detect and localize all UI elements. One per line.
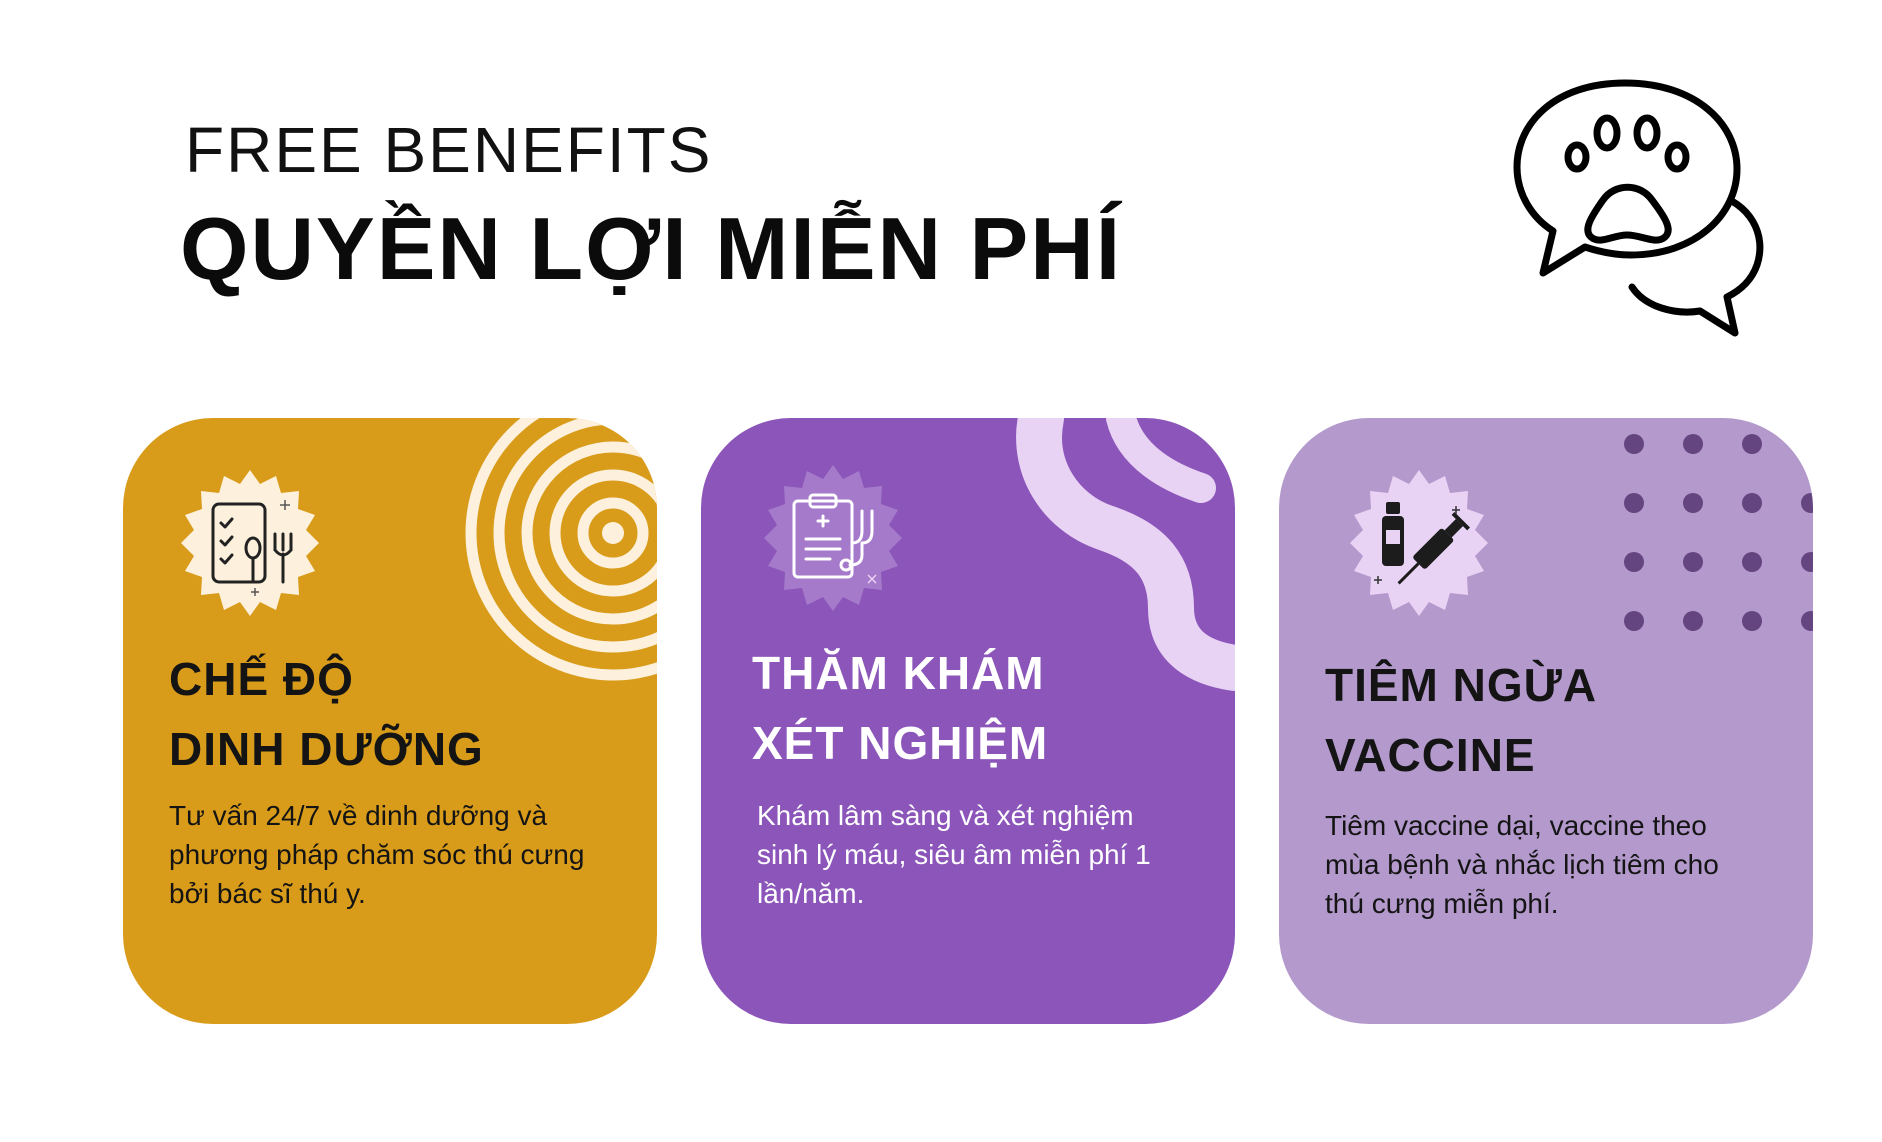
card-description: Tiêm vaccine dại, vaccine theo mùa bệnh … [1325,810,1719,919]
card-description: Tư vấn 24/7 về dinh dưỡng và phương pháp… [169,800,585,909]
benefit-card-nutrition: CHẾ ĐỘ DINH DƯỠNG Tư vấn 24/7 về dinh dư… [123,418,657,1024]
medical-clipboard-icon [764,465,902,611]
benefit-card-checkup: THĂM KHÁM XÉT NGHIỆM Khám lâm sàng và xé… [701,418,1235,1024]
page-title: QUYỀN LỢI MIỄN PHÍ [180,199,1123,298]
header-subtitle: FREE BENEFITS [185,114,713,186]
card-description: Khám lâm sàng và xét nghiệm sinh lý máu,… [757,800,1151,909]
concentric-circles-decoration [465,418,657,681]
nutrition-checklist-icon [181,470,319,616]
card-title: TIÊM NGỪA VACCINE [1325,659,1598,781]
card-title: CHẾ ĐỘ DINH DƯỠNG [169,653,484,775]
card-title: THĂM KHÁM XÉT NGHIỆM [752,647,1049,769]
paw-chat-bubble-icon [1513,79,1764,337]
dot-grid-decoration [1624,434,1813,631]
vaccine-syringe-icon [1350,470,1488,616]
benefit-card-vaccine: TIÊM NGỪA VACCINE Tiêm vaccine dại, vacc… [1279,418,1813,1024]
wavy-ribbon-decoration [1016,418,1235,691]
